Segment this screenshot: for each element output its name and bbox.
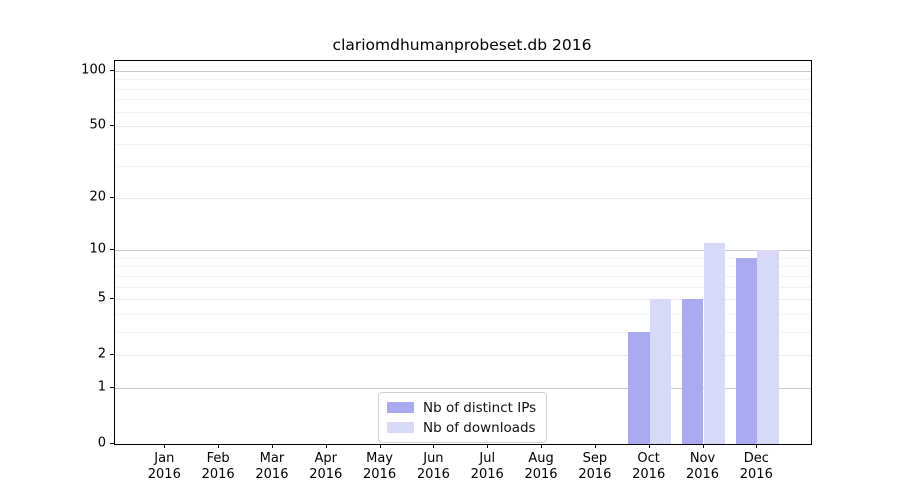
y-tick-mark-50	[110, 125, 114, 127]
x-tick-mark-dec	[756, 444, 758, 448]
x-tick-mark-nov	[702, 444, 704, 448]
gridline-1	[115, 387, 811, 389]
y-tick-mark-10	[110, 249, 114, 251]
y-tick-label-2: 2	[97, 346, 106, 362]
x-tick-label-nov: Nov 2016	[685, 451, 720, 482]
y-tick-label-0: 0	[97, 435, 106, 451]
x-tick-label-sep: Sep 2016	[578, 451, 612, 482]
bar-distinct-ips-nov	[682, 299, 704, 444]
x-tick-mark-sep	[594, 444, 596, 448]
legend-label-distinct-ips: Nb of distinct IPs	[423, 399, 537, 416]
bar-distinct-ips-dec	[735, 257, 758, 444]
legend-label-downloads: Nb of downloads	[423, 419, 536, 436]
y-tick-label-1: 1	[97, 379, 106, 395]
y-tick-mark-0	[110, 443, 114, 444]
x-tick-label-oct: Oct 2016	[632, 451, 666, 482]
y-tick-label-50: 50	[89, 117, 106, 133]
x-tick-label-jul: Jul 2016	[470, 451, 504, 482]
gridline-100	[115, 70, 811, 72]
plot-area	[114, 60, 812, 445]
y-tick-label-10: 10	[89, 241, 106, 257]
chart-title: clariomdhumanprobeset.db 2016	[332, 36, 592, 54]
gridline-minor-70	[115, 99, 811, 101]
legend: Nb of distinct IPs Nb of downloads	[378, 392, 548, 443]
bar-downloads-nov	[703, 243, 725, 444]
gridline-minor-8	[115, 266, 811, 268]
x-tick-mark-oct	[648, 444, 650, 448]
bar-downloads-oct	[649, 299, 672, 444]
x-tick-mark-may	[379, 444, 381, 448]
x-tick-label-apr: Apr 2016	[309, 451, 343, 482]
legend-row-downloads: Nb of downloads	[387, 419, 536, 436]
x-tick-mark-mar	[271, 444, 273, 448]
y-tick-mark-5	[110, 298, 114, 300]
gridline-minor-4	[115, 313, 811, 315]
x-tick-mark-apr	[325, 444, 327, 448]
gridline-10	[115, 250, 811, 252]
gridline-minor-40	[115, 143, 811, 145]
x-tick-label-jun: Jun 2016	[416, 451, 450, 482]
gridline-20	[115, 197, 811, 199]
gridline-5	[115, 299, 811, 301]
y-tick-label-5: 5	[97, 290, 106, 306]
y-tick-label-100: 100	[81, 62, 106, 78]
gridline-minor-7	[115, 275, 811, 277]
y-tick-mark-20	[110, 196, 114, 198]
gridline-minor-80	[115, 88, 811, 90]
y-tick-mark-2	[110, 354, 114, 356]
gridline-50	[115, 126, 811, 128]
legend-row-distinct-ips: Nb of distinct IPs	[387, 399, 536, 416]
gridline-minor-90	[115, 79, 811, 81]
y-tick-mark-100	[110, 69, 114, 71]
x-tick-label-feb: Feb 2016	[201, 451, 235, 482]
x-tick-mark-jul	[487, 444, 489, 448]
legend-swatch-downloads	[387, 422, 414, 433]
gridline-minor-6	[115, 286, 811, 288]
bar-distinct-ips-oct	[628, 331, 650, 444]
x-tick-label-dec: Dec 2016	[739, 451, 773, 482]
x-tick-label-jan: Jan 2016	[147, 451, 181, 482]
x-tick-mark-feb	[218, 444, 220, 448]
y-tick-mark-1	[110, 386, 114, 388]
gridline-minor-60	[115, 111, 811, 113]
x-tick-label-aug: Aug 2016	[524, 451, 558, 482]
y-tick-label-20: 20	[89, 189, 106, 205]
gridline-2	[115, 355, 811, 357]
legend-swatch-distinct-ips	[387, 402, 414, 413]
bar-downloads-dec	[757, 250, 779, 444]
x-tick-mark-jun	[433, 444, 435, 448]
gridline-minor-30	[115, 166, 811, 168]
x-tick-label-may: May 2016	[363, 451, 397, 482]
gridline-minor-3	[115, 331, 811, 333]
x-tick-label-mar: Mar 2016	[255, 451, 289, 482]
x-tick-mark-jan	[164, 444, 166, 448]
gridline-minor-9	[115, 257, 811, 259]
x-tick-mark-aug	[541, 444, 543, 448]
